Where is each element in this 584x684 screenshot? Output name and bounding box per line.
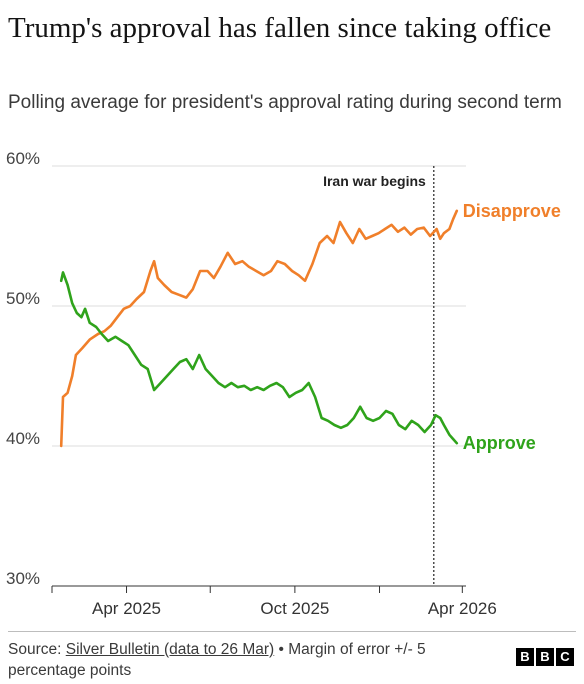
series-line-approve <box>59 271 459 445</box>
source-link[interactable]: Silver Bulletin (data to 26 Mar) <box>65 641 275 658</box>
source-prefix: Source: <box>8 641 66 658</box>
y-tick-label: 40% <box>6 429 40 448</box>
y-tick-label: 30% <box>6 569 40 588</box>
line-chart: 30% 40% 50% 60% Apr 2025 Oct 2025 Apr 2026 Iran… <box>6 150 561 618</box>
bbc-logo-letter: B <box>536 648 554 666</box>
footer-divider <box>8 631 576 632</box>
bbc-logo-letter: B <box>516 648 534 666</box>
source-suffix: • Margin of error +/- 5 percentage point… <box>8 641 426 679</box>
bbc-logo-letter: C <box>556 648 574 666</box>
chart-title: Trump's approval has fallen since taking… <box>8 12 552 44</box>
y-tick-label: 60% <box>6 150 40 168</box>
x-tick-label: Apr 2025 <box>92 599 161 618</box>
y-tick-label: 50% <box>6 289 40 308</box>
x-tick-label: Oct 2025 <box>260 599 329 618</box>
series-line-disapprove <box>59 209 459 448</box>
chart-subtitle: Polling average for president's approval… <box>8 92 562 113</box>
series-label-disapprove: Disapprove <box>463 201 561 221</box>
source-note: Source: Silver Bulletin (data to 26 Mar)… <box>8 639 498 681</box>
series-label-approve: Approve <box>463 433 536 453</box>
x-tick-label: Apr 2026 <box>428 599 497 618</box>
annotation-label: Iran war begins <box>323 173 426 189</box>
bbc-logo: B B C <box>516 648 574 666</box>
